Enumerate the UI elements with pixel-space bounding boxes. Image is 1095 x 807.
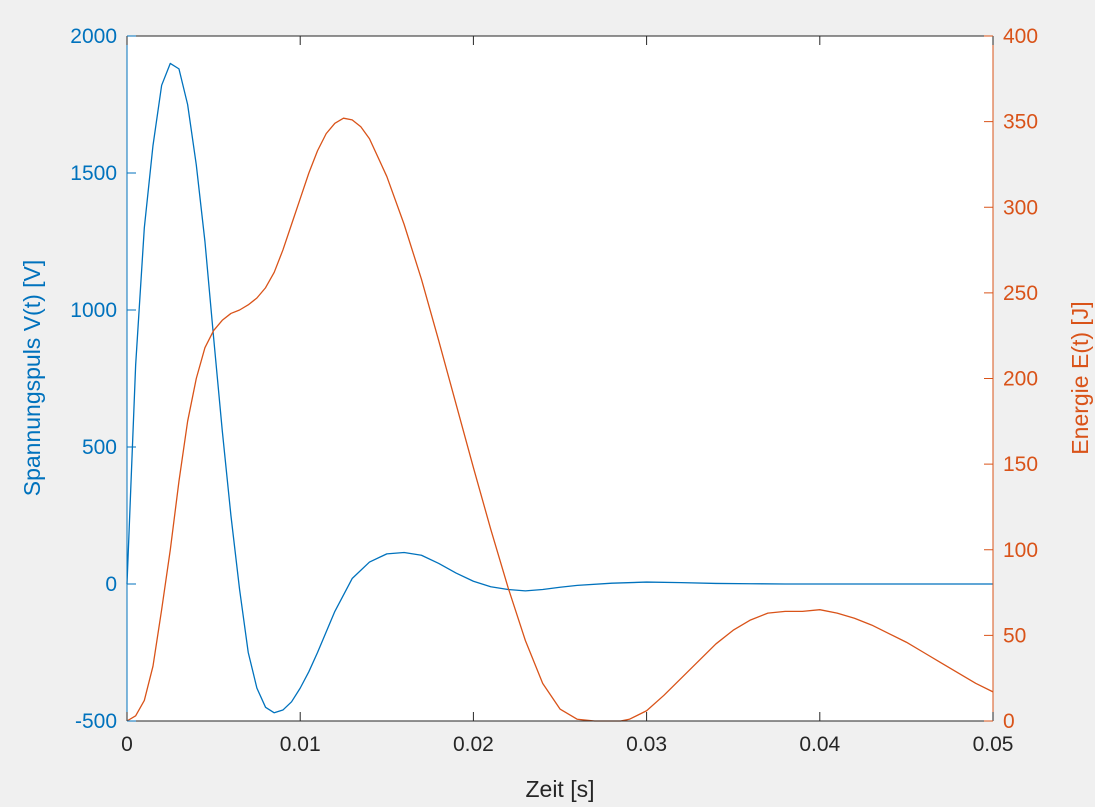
y-left-tick-label: 2000 — [70, 25, 117, 48]
right-y-axis-label: Energie E(t) [J] — [1067, 301, 1093, 454]
x-tick-label: 0.01 — [280, 733, 321, 756]
y-right-tick-label: 350 — [1003, 111, 1038, 134]
y-left-tick-label: 0 — [105, 573, 117, 596]
x-ticks: 0 0.01 0.02 0.03 0.04 0.05 — [121, 36, 1013, 756]
series-voltage-line — [126, 62, 993, 714]
x-tick-label: 0 — [121, 733, 133, 756]
x-tick-label: 0.02 — [453, 733, 494, 756]
y-right-ticks: 0 50 100 150 200 250 300 350 400 — [984, 25, 1038, 733]
y-right-tick-label: 250 — [1003, 282, 1038, 305]
series-energy-line — [126, 117, 994, 722]
y-right-tick-label: 50 — [1003, 624, 1026, 647]
y-left-tick-label: -500 — [75, 710, 117, 733]
y-left-tick-label: 500 — [82, 436, 117, 459]
plot-area — [127, 36, 993, 721]
y-right-tick-label: 200 — [1003, 368, 1038, 391]
left-y-axis-label: Spannungspuls V(t) [V] — [19, 260, 45, 497]
y-left-tick-label: 1000 — [70, 299, 117, 322]
y-right-tick-label: 300 — [1003, 196, 1038, 219]
y-left-tick-label: 1500 — [70, 162, 117, 185]
x-tick-label: 0.04 — [799, 733, 840, 756]
y-right-tick-label: 0 — [1003, 710, 1015, 733]
x-tick-label: 0.03 — [626, 733, 667, 756]
y-right-tick-label: 400 — [1003, 25, 1038, 48]
y-right-tick-label: 150 — [1003, 453, 1038, 476]
x-axis-label: Zeit [s] — [525, 776, 594, 802]
x-tick-label: 0.05 — [973, 733, 1014, 756]
series-layer — [126, 62, 994, 722]
y-right-tick-label: 100 — [1003, 539, 1038, 562]
y-left-ticks: -500 0 500 1000 1500 2000 — [70, 25, 136, 733]
